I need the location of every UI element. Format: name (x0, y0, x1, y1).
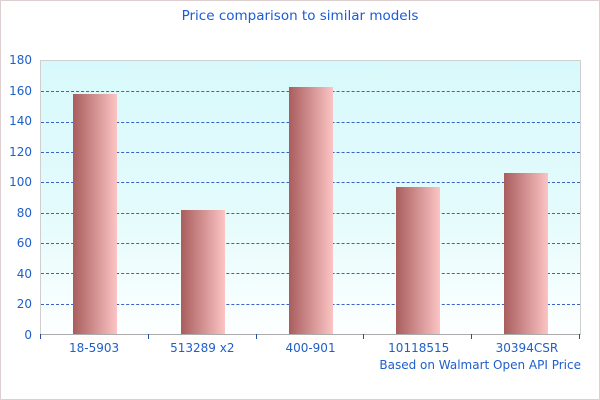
x-axis-tick (255, 334, 257, 339)
y-axis-label: 60 (16, 236, 32, 251)
x-axis-tick (363, 334, 365, 339)
bar-30394CSR (504, 173, 549, 334)
x-axis-tick (471, 334, 473, 339)
x-axis-label: 10118515 (388, 341, 450, 355)
y-axis-label: 140 (9, 114, 32, 129)
y-axis-label: 180 (9, 53, 32, 67)
y-axis-label: 80 (16, 205, 32, 220)
x-axis-label: 400-901 (285, 341, 336, 355)
x-axis-label: 18-5903 (69, 341, 120, 355)
bar-18-5903 (72, 94, 117, 334)
y-axis: 0 20 40 60 80 100 120 140 160 180 (1, 53, 32, 342)
bar-10118515 (396, 186, 441, 334)
y-axis-label: 40 (16, 266, 32, 281)
x-axis-tick (40, 334, 41, 339)
y-axis-label: 20 (16, 297, 32, 312)
x-axis-label: 513289 x2 (170, 341, 235, 355)
x-axis-label: 30394CSR (495, 341, 559, 355)
x-axis-labels: 18-5903 513289 x2 400-901 10118515 30394CSR (40, 341, 581, 357)
chart-title: Price comparison to similar models (181, 8, 419, 24)
bar-513289 x2 (180, 209, 225, 334)
bar-400-901 (288, 86, 333, 334)
plot-area (40, 60, 581, 339)
x-axis-tick (579, 334, 580, 339)
y-axis-label: 120 (9, 144, 32, 159)
y-axis-label: 0 (24, 328, 32, 342)
y-axis-label: 160 (9, 83, 32, 98)
footer-note: Based on Walmart Open API Price (379, 358, 581, 372)
x-axis-tick (147, 334, 149, 339)
y-axis-label: 100 (9, 175, 32, 190)
